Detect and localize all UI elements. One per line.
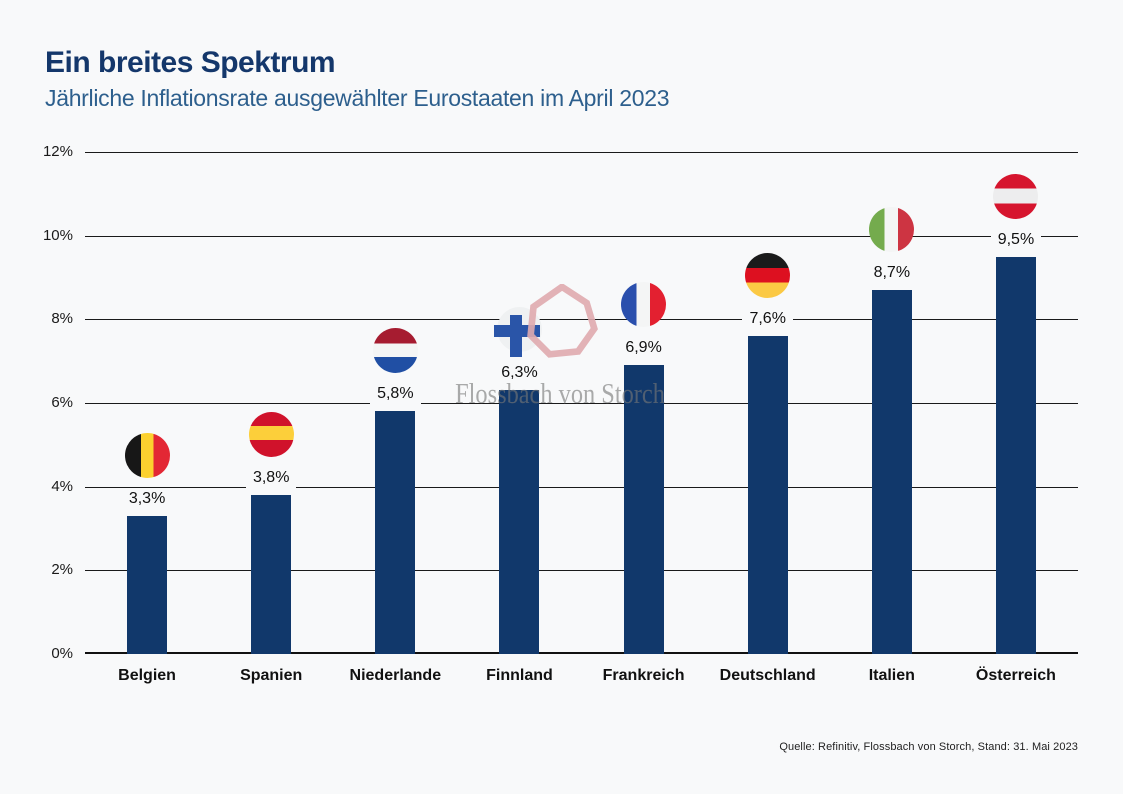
y-tick-label: 6%	[51, 394, 73, 411]
y-tick-label: 4%	[51, 477, 73, 495]
flag-icon-osterreich	[993, 173, 1039, 219]
watermark-text: Flossbach von Storch	[455, 379, 665, 410]
flag-icon-frankreich	[621, 282, 667, 328]
y-tick-label: 0%	[51, 645, 73, 662]
category-label: Deutschland	[719, 667, 816, 684]
bar	[375, 411, 416, 654]
flag-icon-deutschland	[745, 253, 791, 299]
value-label: 9,5%	[990, 228, 1042, 251]
value-label: 6,9%	[618, 337, 669, 360]
value-label: 8,7%	[866, 262, 918, 285]
page-title: Ein breites Spektrum	[45, 46, 336, 79]
y-tick-label: 2%	[51, 561, 73, 579]
gridline	[85, 570, 1078, 572]
value-label: 3,8%	[245, 467, 297, 490]
gridline	[85, 486, 1078, 488]
y-tick-label: 12%	[42, 143, 73, 160]
flag-icon-spanien	[248, 412, 294, 458]
gridline	[85, 235, 1078, 237]
gridline	[85, 319, 1078, 321]
bar	[499, 390, 540, 654]
gridline	[85, 652, 1078, 654]
bar-column-niederlande: 5,8% Niederlande	[333, 152, 457, 684]
source-text: Quelle: Refinitiv, Flossbach von Storch,…	[779, 741, 1078, 753]
watermark-logo-icon	[527, 284, 598, 358]
plot-area: 12% 10% 8% 6% 4% 2% 0% 3,3% Belgien 3,8% Spanien 5,…	[43, 143, 1078, 684]
flag-icon-italien	[869, 207, 915, 253]
bar-column-frankreich: 6,9% Frankreich	[582, 152, 706, 684]
category-label: Spanien	[240, 667, 303, 684]
category-label: Italien	[868, 667, 915, 684]
category-label: Finnland	[486, 667, 553, 684]
y-tick-label: 10%	[42, 226, 73, 244]
value-label: 7,6%	[742, 308, 793, 331]
value-label: 3,3%	[121, 487, 173, 510]
bar-column-belgien: 3,3% Belgien	[85, 152, 209, 684]
bar	[623, 365, 664, 654]
page-subtitle: Jährliche Inflationsrate ausgewählter Eu…	[45, 85, 670, 111]
bar	[871, 290, 912, 654]
gridline	[85, 403, 1078, 404]
y-tick-label: 8%	[51, 310, 73, 328]
bar-column-osterreich: 9,5% Österreich	[954, 152, 1078, 684]
bar-column-italien: 8,7% Italien	[830, 152, 954, 684]
category-label: Belgien	[118, 667, 176, 684]
bar	[995, 256, 1036, 654]
bar	[251, 495, 292, 654]
category-label: Niederlande	[349, 667, 442, 684]
category-label: Österreich	[975, 667, 1056, 684]
bar	[747, 336, 788, 654]
bar	[127, 515, 168, 654]
bar-column-deutschland: 7,6% Deutschland	[706, 152, 830, 684]
value-label: 6,3%	[494, 362, 545, 385]
bar-column-spanien: 3,8% Spanien	[209, 152, 333, 684]
chart-header: Ein breites Spektrum Jährliche Inflation…	[45, 46, 670, 112]
category-label: Frankreich	[602, 667, 685, 684]
value-label: 5,8%	[370, 383, 421, 406]
flag-icon-belgien	[124, 432, 170, 478]
gridline	[85, 152, 1078, 153]
flag-icon-niederlande	[372, 328, 418, 374]
